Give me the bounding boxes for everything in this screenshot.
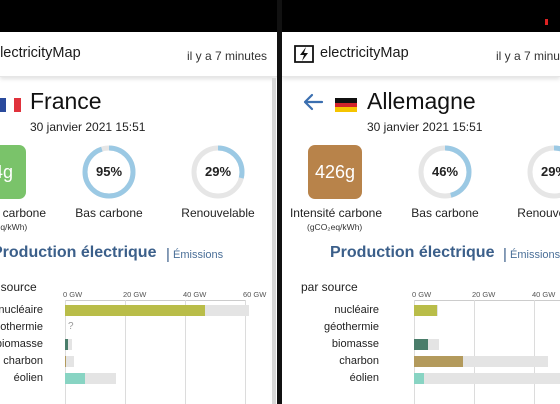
chart-row-label: biomasse (331, 338, 379, 350)
electricitymap-logo-icon (294, 45, 314, 63)
back-arrow-icon[interactable] (302, 92, 324, 112)
app-name: electricityMap (320, 45, 409, 61)
chart-row-label: nucléaire (0, 304, 43, 316)
chart-production-bar[interactable] (414, 339, 428, 350)
chart-axis-tick-label: 60 GW (243, 290, 267, 299)
chart-production-bar[interactable] (414, 373, 424, 384)
status-bar (282, 0, 560, 32)
chart-row-label: charbon (3, 355, 43, 367)
chart-row-label: géothermie (0, 321, 43, 333)
carbon-intensity-unit: (gCO₂eq/kWh) (307, 222, 363, 232)
chart-grid-line (534, 300, 535, 404)
renewable-value: 29% (540, 164, 560, 179)
section-separator: | (166, 246, 170, 263)
flag-germany-icon (335, 98, 357, 113)
chart-axis-tick-label: 40 GW (532, 290, 556, 299)
renewable-label: Renouvelable (181, 206, 255, 220)
carbon-intensity-value: 426g (314, 162, 356, 182)
chart-row-label: éolien (13, 372, 43, 384)
chart-row-label: éolien (349, 372, 379, 384)
chart-axis-line (65, 300, 245, 301)
renewable-label: Renouvelable (517, 206, 560, 220)
chart-grid-line (414, 300, 415, 404)
france-panel: electricityMap il y a 7 minutes France 3… (0, 0, 277, 404)
emissions-tab[interactable]: Émissions (510, 249, 560, 261)
zone-name: Allemagne (367, 88, 476, 114)
chart-capacity-bar[interactable] (65, 356, 74, 367)
chart-unknown-marker: ? (68, 321, 74, 332)
flag-france-icon (0, 98, 21, 112)
production-tab[interactable]: Production électrique (0, 244, 157, 261)
chart-grid-line (125, 300, 126, 404)
renewable-gauge: 29% (191, 145, 245, 199)
status-indicator-icon (545, 19, 548, 25)
chart-production-bar[interactable] (65, 339, 69, 350)
carbon-intensity-value: 4g (0, 162, 13, 182)
source-label: par source (301, 280, 358, 294)
emissions-tab[interactable]: Émissions (173, 249, 224, 261)
chart-production-bar[interactable] (65, 356, 67, 367)
chart-row-label: nucléaire (334, 304, 379, 316)
app-header: electricityMap il y a 7 minutes (0, 32, 277, 77)
chart-grid-line (245, 300, 246, 404)
chart-row-label: géothermie (323, 321, 379, 333)
chart-axis-tick-label: 20 GW (123, 290, 147, 299)
carbon-intensity-label: Intensité carbone (0, 206, 47, 220)
chart-axis-tick-label: 40 GW (183, 290, 207, 299)
germany-panel: electricityMap il y a 7 minutes Allemagn… (282, 0, 560, 404)
low-carbon-value: 46% (431, 164, 459, 179)
renewable-value: 29% (204, 164, 232, 179)
section-separator: | (503, 246, 507, 263)
chart-production-bar[interactable] (414, 356, 463, 367)
renewable-gauge: 29% (527, 145, 560, 199)
production-tab[interactable]: Production électrique (330, 244, 495, 261)
carbon-intensity-badge: 426g (308, 145, 362, 199)
chart-grid-line (474, 300, 475, 404)
low-carbon-label: Bas carbone (75, 206, 143, 220)
app-header: electricityMap il y a 7 minutes (282, 32, 560, 77)
chart-capacity-bar[interactable] (65, 339, 72, 350)
chart-capacity-bar[interactable] (414, 356, 548, 367)
chart-production-bar[interactable] (414, 305, 438, 316)
chart-row-label: charbon (339, 355, 379, 367)
chart-grid-line (65, 300, 66, 404)
source-label: par source (0, 280, 37, 294)
carbon-intensity-unit: (gCO₂eq/kWh) (0, 222, 28, 232)
status-bar (0, 0, 277, 32)
chart-production-bar[interactable] (65, 305, 205, 316)
chart-production-bar[interactable] (65, 373, 85, 384)
carbon-intensity-label: Intensité carbone (289, 206, 383, 220)
carbon-intensity-badge: 4g (0, 145, 26, 199)
zone-datetime: 30 janvier 2021 15:51 (367, 120, 483, 134)
chart-axis-tick-label: 20 GW (472, 290, 496, 299)
chart-axis-tick-label: 0 GW (412, 290, 432, 299)
low-carbon-gauge: 95% (82, 145, 136, 199)
scrollbar[interactable] (272, 78, 276, 404)
chart-row-label: biomasse (0, 338, 43, 350)
low-carbon-gauge: 46% (418, 145, 472, 199)
chart-grid-line (185, 300, 186, 404)
chart-axis-tick-label: 0 GW (63, 290, 83, 299)
chart-capacity-bar[interactable] (414, 373, 560, 384)
low-carbon-value: 95% (95, 164, 123, 179)
app-name: electricityMap (0, 45, 81, 61)
zone-datetime: 30 janvier 2021 15:51 (30, 120, 146, 134)
last-updated: il y a 7 minutes (186, 49, 267, 63)
chart-capacity-bar[interactable] (65, 373, 116, 384)
chart-axis-line (414, 300, 560, 301)
zone-name: France (30, 88, 102, 114)
low-carbon-label: Bas carbone (411, 206, 479, 220)
last-updated: il y a 7 minutes (495, 49, 560, 63)
